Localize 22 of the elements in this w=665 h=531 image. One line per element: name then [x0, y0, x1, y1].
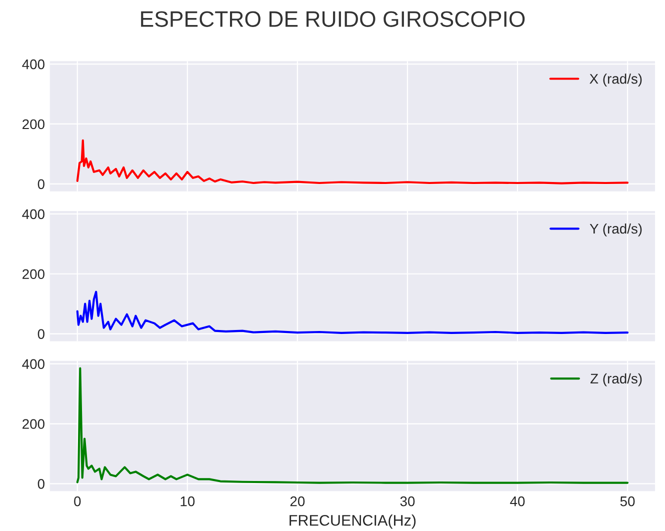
y-tick-label: 400	[22, 209, 44, 220]
y-tick-label: 200	[22, 119, 44, 130]
legend-label: Y (rad/s)	[590, 223, 642, 236]
x-tick-label: 20	[290, 496, 305, 506]
y-tick-label: 400	[22, 359, 44, 370]
x-tick-label: 10	[180, 496, 195, 506]
y-tick-label: 0	[38, 329, 44, 339]
chart-title: ESPECTRO DE RUIDO GIROSCOPIO	[141, 11, 525, 27]
x-tick-label: 50	[620, 496, 635, 506]
line-series	[76, 290, 629, 334]
x-axis-title: FRECUENCIA(Hz)	[290, 514, 416, 529]
y-tick-label: 200	[22, 269, 44, 280]
legend-label: X (rad/s)	[590, 74, 642, 87]
x-tick-label: 40	[510, 496, 525, 506]
y-tick-label: 0	[38, 479, 44, 489]
line-series	[76, 139, 629, 184]
x-tick-label: 0	[74, 496, 81, 506]
legend-label: Z (rad/s)	[590, 373, 642, 386]
y-tick-label: 0	[38, 179, 44, 190]
x-tick-label: 30	[400, 496, 415, 506]
y-tick-label: 400	[22, 59, 44, 70]
y-tick-label: 200	[22, 419, 44, 429]
